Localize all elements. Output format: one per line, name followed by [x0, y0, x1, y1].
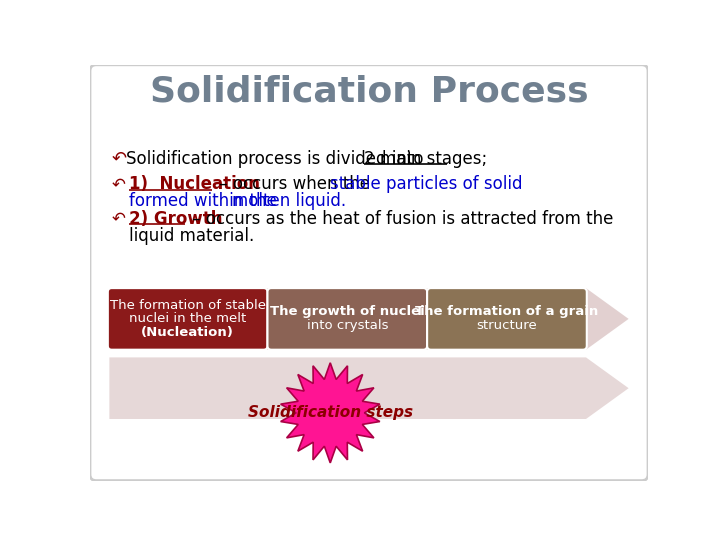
FancyBboxPatch shape: [90, 65, 648, 481]
Text: liquid material.: liquid material.: [129, 227, 254, 245]
Text: ↶: ↶: [112, 210, 125, 228]
Text: – occurs as the heat of fusion is attracted from the: – occurs as the heat of fusion is attrac…: [187, 210, 613, 228]
Text: Solidification Process: Solidification Process: [150, 75, 588, 109]
Text: into crystals: into crystals: [307, 319, 388, 332]
Text: structure: structure: [477, 319, 537, 332]
Text: Solidification process is divided into: Solidification process is divided into: [126, 150, 428, 168]
Text: 1)  Nucleation: 1) Nucleation: [129, 175, 260, 193]
Text: ↶: ↶: [112, 175, 125, 193]
Polygon shape: [109, 288, 629, 350]
Text: molten liquid.: molten liquid.: [232, 192, 346, 210]
Text: formed within the: formed within the: [129, 192, 282, 210]
FancyBboxPatch shape: [108, 288, 267, 350]
Text: stable particles of solid: stable particles of solid: [330, 175, 523, 193]
Polygon shape: [109, 357, 629, 419]
Text: 2) Growth: 2) Growth: [129, 210, 222, 228]
FancyBboxPatch shape: [267, 288, 427, 350]
Text: ↶: ↶: [112, 150, 127, 168]
Text: The formation of stable: The formation of stable: [109, 299, 266, 312]
Text: Solidification steps: Solidification steps: [248, 406, 413, 420]
Text: (Nucleation): (Nucleation): [141, 326, 234, 339]
Text: The formation of a grain: The formation of a grain: [415, 306, 598, 319]
Text: – occurs when the: – occurs when the: [214, 175, 375, 193]
Polygon shape: [281, 363, 380, 463]
Text: 2 main stages;: 2 main stages;: [364, 150, 487, 168]
Text: nuclei in the melt: nuclei in the melt: [129, 313, 246, 326]
Text: The growth of nuclei: The growth of nuclei: [270, 306, 425, 319]
FancyBboxPatch shape: [427, 288, 587, 350]
